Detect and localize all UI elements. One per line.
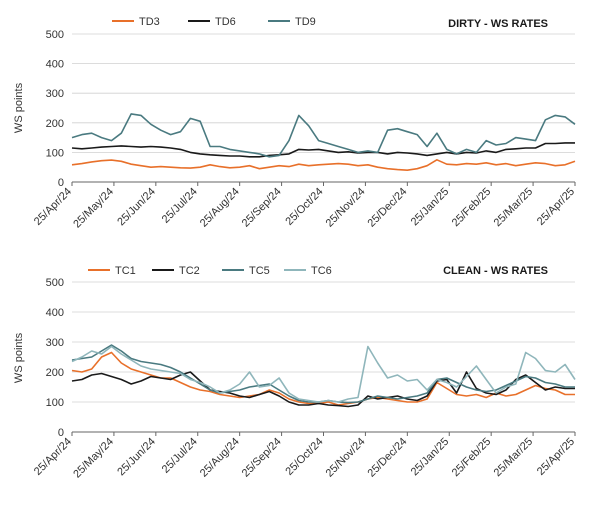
x-tick-label: 25/Jun/24 — [115, 186, 158, 229]
series-line-td6 — [71, 142, 575, 158]
x-tick-label: 25/Nov/24 — [324, 186, 368, 230]
legend-label-td6: TD6 — [215, 16, 236, 28]
legend-label-tc2: TC2 — [179, 265, 200, 277]
x-tick-label: 25/Feb/25 — [450, 436, 494, 480]
y-tick-label: 300 — [46, 88, 64, 100]
x-tick-label: 25/Apr/24 — [32, 186, 74, 228]
x-tick-label: 25/Aug/24 — [198, 436, 242, 480]
x-tick-label: 25/Mar/25 — [492, 186, 536, 230]
x-tick-label: 25/Dec/24 — [366, 436, 410, 480]
clean-ws-rates-chart: CLEAN - WS RATES WS points 0 100 200 300 400… — [13, 265, 577, 480]
y-tick-label: 0 — [58, 177, 64, 189]
y-tick-label: 300 — [46, 337, 64, 349]
y-tick-label: 100 — [46, 147, 64, 159]
x-tick-label: 25/Oct/24 — [283, 186, 325, 228]
y-tick-label: 500 — [46, 29, 64, 41]
y-axis-label: WS points — [13, 332, 25, 383]
x-tick-label: 25/Jul/24 — [160, 436, 200, 476]
y-tick-label: 200 — [46, 367, 64, 379]
x-tick-label: 25/Apr/25 — [535, 186, 577, 228]
legend-label-tc1: TC1 — [115, 265, 136, 277]
x-tick-label: 25/Apr/24 — [32, 436, 74, 478]
y-tick-label: 200 — [46, 118, 64, 130]
y-tick-label: 400 — [46, 59, 64, 71]
legend-label-tc6: TC6 — [311, 265, 332, 277]
legend-label-td9: TD9 — [295, 16, 316, 28]
x-tick-label: 25/Nov/24 — [324, 436, 368, 480]
dirty-ws-rates-chart: DIRTY - WS RATES WS points 0 100 200 300 400… — [13, 16, 577, 230]
y-axis-label: WS points — [13, 82, 25, 133]
series-line-td3 — [71, 159, 576, 171]
series-line-tc6 — [71, 345, 576, 403]
x-tick-label: 25/Feb/25 — [450, 186, 494, 230]
y-tick-label: 400 — [46, 307, 64, 319]
x-tick-label: 25/May/24 — [71, 436, 116, 481]
x-tick-label: 25/May/24 — [71, 186, 116, 231]
x-tick-label: 25/Dec/24 — [366, 186, 410, 230]
x-tick-label: 25/Jan/25 — [409, 186, 452, 229]
legend-label-td3: TD3 — [139, 16, 160, 28]
series-line-tc2 — [71, 371, 575, 408]
x-tick-label: 25/Jul/24 — [160, 186, 200, 226]
y-tick-label: 500 — [46, 277, 64, 289]
chart-title: CLEAN - WS RATES — [443, 265, 548, 277]
x-tick-label: 25/Mar/25 — [492, 436, 536, 480]
y-tick-label: 100 — [46, 397, 64, 409]
legend-label-tc5: TC5 — [249, 265, 270, 277]
x-tick-label: 25/Sep/24 — [240, 186, 284, 230]
x-tick-label: 25/Jun/24 — [115, 436, 158, 479]
x-tick-label: 25/Apr/25 — [535, 436, 577, 478]
x-tick-label: 25/Jan/25 — [409, 436, 452, 479]
x-tick-label: 25/Sep/24 — [240, 436, 284, 480]
x-tick-label: 25/Aug/24 — [198, 186, 242, 230]
chart-title: DIRTY - WS RATES — [448, 18, 548, 30]
y-tick-label: 0 — [58, 427, 64, 439]
series-line-td9 — [71, 113, 576, 158]
x-tick-label: 25/Oct/24 — [283, 436, 325, 478]
